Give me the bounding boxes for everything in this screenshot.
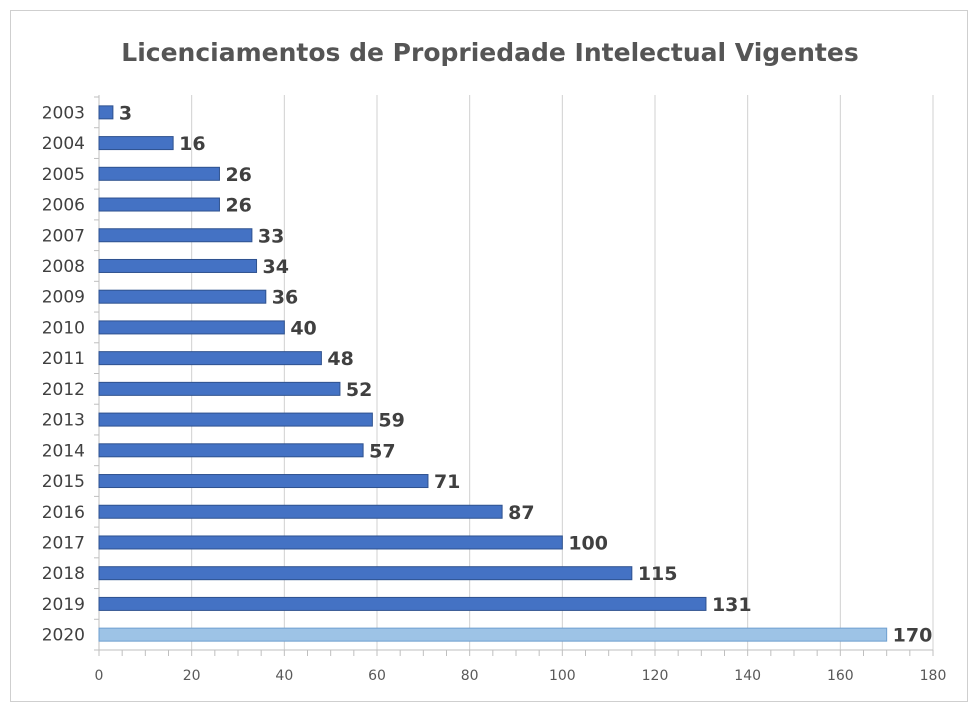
category-label: 2018 xyxy=(42,564,85,584)
chart-title: Licenciamentos de Propriedade Intelectua… xyxy=(121,38,859,67)
bar-2019 xyxy=(98,596,707,611)
bar-2012 xyxy=(98,381,341,396)
category-label: 2009 xyxy=(42,288,85,308)
data-label: 26 xyxy=(225,164,251,186)
category-label: 2010 xyxy=(42,318,85,338)
bar-2013 xyxy=(98,412,373,427)
category-label: 2014 xyxy=(42,441,85,461)
data-label: 71 xyxy=(434,471,460,493)
bar-2008 xyxy=(98,258,258,273)
data-label: 16 xyxy=(179,133,205,155)
bar-2017 xyxy=(98,535,563,550)
category-label: 2004 xyxy=(42,134,85,154)
bar-2006 xyxy=(98,197,220,212)
data-label: 40 xyxy=(290,317,316,339)
category-label: 2008 xyxy=(42,257,85,277)
data-label: 26 xyxy=(225,195,251,217)
x-tick-label: 100 xyxy=(549,668,576,684)
category-label: 2015 xyxy=(42,472,85,492)
category-label: 2006 xyxy=(42,196,85,216)
category-label: 2012 xyxy=(42,380,85,400)
x-tick-label: 0 xyxy=(95,668,104,684)
bar-2004 xyxy=(98,136,174,151)
category-label: 2020 xyxy=(42,626,85,646)
x-tick-label: 160 xyxy=(827,668,854,684)
bar-2015 xyxy=(98,474,429,489)
data-label: 87 xyxy=(508,502,534,524)
bar-2011 xyxy=(98,351,322,366)
bar-2003 xyxy=(98,105,114,120)
category-label: 2007 xyxy=(42,226,85,246)
data-label: 33 xyxy=(258,225,284,247)
bar-2005 xyxy=(98,166,220,181)
x-tick-label: 20 xyxy=(183,668,201,684)
category-label: 2003 xyxy=(42,103,85,123)
x-tick-label: 80 xyxy=(461,668,479,684)
bar-2018 xyxy=(98,566,633,581)
x-tick-label: 40 xyxy=(275,668,293,684)
category-label: 2016 xyxy=(42,503,85,523)
data-label: 3 xyxy=(119,102,132,124)
data-label: 100 xyxy=(568,532,608,554)
data-label: 170 xyxy=(893,625,933,647)
data-label: 57 xyxy=(369,440,395,462)
bar-2014 xyxy=(98,443,364,458)
category-label: 2017 xyxy=(42,533,85,553)
bar-2016 xyxy=(98,504,503,519)
x-tick-label: 180 xyxy=(920,668,947,684)
bar-2009 xyxy=(98,289,267,304)
data-label: 131 xyxy=(712,594,752,616)
category-label: 2013 xyxy=(42,411,85,431)
category-label: 2005 xyxy=(42,165,85,185)
bar-2007 xyxy=(98,228,253,243)
data-label: 34 xyxy=(263,256,289,278)
data-label: 52 xyxy=(346,379,372,401)
data-label: 48 xyxy=(327,348,353,370)
x-tick-label: 120 xyxy=(642,668,669,684)
data-label: 36 xyxy=(272,287,298,309)
bar-2020 xyxy=(98,627,888,642)
data-label: 59 xyxy=(378,410,404,432)
category-label: 2019 xyxy=(42,595,85,615)
category-label: 2011 xyxy=(42,349,85,369)
x-tick-label: 60 xyxy=(368,668,386,684)
x-tick-label: 140 xyxy=(734,668,761,684)
bar-2010 xyxy=(98,320,285,335)
data-label: 115 xyxy=(638,563,678,585)
